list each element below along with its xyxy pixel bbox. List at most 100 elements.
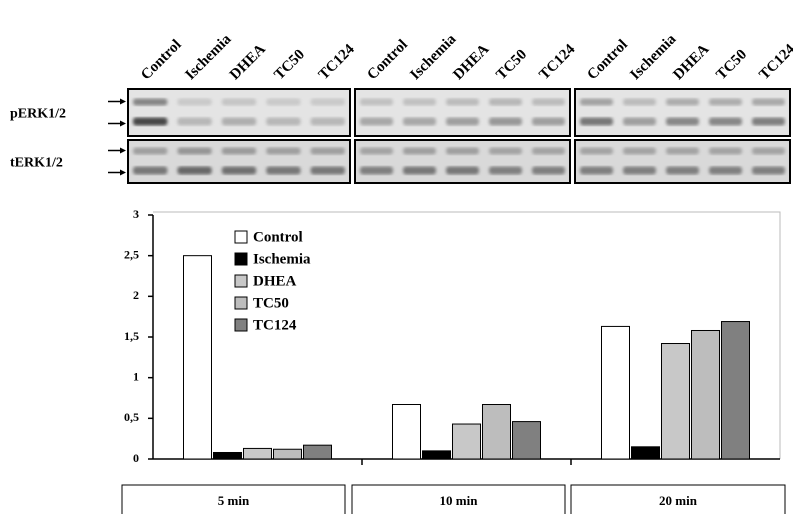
band bbox=[532, 167, 565, 175]
legend-swatch bbox=[235, 275, 247, 287]
band bbox=[532, 148, 565, 155]
y-tick-label: 3 bbox=[133, 207, 139, 221]
x-tick-label: 10 min bbox=[440, 493, 479, 508]
band bbox=[623, 167, 656, 175]
lane-label: TC50 bbox=[271, 47, 308, 84]
lane-label: DHEA bbox=[450, 41, 492, 83]
band bbox=[532, 99, 565, 106]
lane-label: DHEA bbox=[670, 41, 712, 83]
legend-swatch bbox=[235, 231, 247, 243]
band bbox=[222, 148, 256, 155]
band bbox=[752, 167, 785, 175]
blot-background bbox=[355, 89, 570, 136]
bar bbox=[602, 326, 630, 459]
blot-background bbox=[355, 140, 570, 183]
band bbox=[446, 167, 479, 175]
band bbox=[266, 148, 300, 155]
band bbox=[311, 148, 345, 155]
lane-label: Control bbox=[138, 37, 184, 83]
legend-swatch bbox=[235, 319, 247, 331]
band bbox=[489, 118, 522, 126]
band bbox=[666, 118, 699, 126]
band bbox=[709, 148, 742, 155]
band bbox=[532, 118, 565, 126]
band bbox=[666, 167, 699, 175]
y-tick-label: 2 bbox=[133, 288, 139, 302]
arrow-head bbox=[120, 121, 126, 127]
bar bbox=[304, 445, 332, 459]
bar bbox=[423, 451, 451, 459]
figure: pERK1/2tERK1/2ControlIschemiaDHEATC50TC1… bbox=[0, 0, 793, 514]
band bbox=[266, 118, 300, 126]
bar bbox=[513, 422, 541, 459]
lane-label: Control bbox=[364, 37, 410, 83]
band bbox=[360, 167, 393, 175]
legend-label: Control bbox=[253, 229, 303, 245]
band bbox=[360, 148, 393, 155]
band bbox=[446, 99, 479, 106]
band bbox=[403, 99, 436, 106]
arrow-head bbox=[120, 170, 126, 176]
arrow-head bbox=[120, 99, 126, 105]
blot-background bbox=[575, 89, 790, 136]
band bbox=[580, 99, 613, 106]
band bbox=[623, 99, 656, 106]
bar bbox=[184, 256, 212, 459]
band bbox=[752, 148, 785, 155]
band bbox=[666, 99, 699, 106]
lane-label: TC50 bbox=[493, 47, 530, 84]
lane-label: TC124 bbox=[536, 41, 578, 83]
y-tick-label: 0 bbox=[133, 451, 139, 465]
band bbox=[311, 99, 345, 106]
bar bbox=[453, 424, 481, 459]
row-label: tERK1/2 bbox=[10, 156, 63, 171]
arrow-head bbox=[120, 148, 126, 154]
bar bbox=[274, 449, 302, 459]
y-tick-label: 1,5 bbox=[124, 329, 139, 343]
band bbox=[666, 148, 699, 155]
band bbox=[133, 118, 167, 126]
band bbox=[489, 148, 522, 155]
lane-label: Ischemia bbox=[627, 31, 679, 83]
band bbox=[403, 167, 436, 175]
band bbox=[446, 148, 479, 155]
band bbox=[446, 118, 479, 126]
band bbox=[623, 118, 656, 126]
band bbox=[360, 118, 393, 126]
band bbox=[133, 167, 167, 175]
bar bbox=[483, 405, 511, 459]
lane-label: Ischemia bbox=[407, 31, 459, 83]
bar bbox=[393, 405, 421, 459]
band bbox=[177, 148, 211, 155]
band bbox=[177, 118, 211, 126]
bar bbox=[214, 452, 242, 459]
blot-background bbox=[575, 140, 790, 183]
legend-label: TC124 bbox=[253, 317, 297, 333]
band bbox=[709, 118, 742, 126]
legend-label: TC50 bbox=[253, 295, 289, 311]
band bbox=[311, 118, 345, 126]
legend-swatch bbox=[235, 297, 247, 309]
row-label: pERK1/2 bbox=[10, 107, 66, 122]
band bbox=[133, 148, 167, 155]
y-tick-label: 0,5 bbox=[124, 410, 139, 424]
band bbox=[222, 118, 256, 126]
band bbox=[752, 118, 785, 126]
band bbox=[709, 99, 742, 106]
bar bbox=[244, 448, 272, 459]
band bbox=[403, 118, 436, 126]
legend-swatch bbox=[235, 253, 247, 265]
lane-label: Control bbox=[584, 37, 630, 83]
y-tick-label: 2,5 bbox=[124, 247, 139, 261]
x-tick-label: 20 min bbox=[659, 493, 698, 508]
band bbox=[222, 99, 256, 106]
band bbox=[580, 148, 613, 155]
bar bbox=[662, 344, 690, 459]
band bbox=[489, 99, 522, 106]
band bbox=[752, 99, 785, 106]
blot-background bbox=[128, 140, 350, 183]
y-tick-label: 1 bbox=[133, 369, 139, 383]
band bbox=[311, 167, 345, 175]
band bbox=[580, 167, 613, 175]
